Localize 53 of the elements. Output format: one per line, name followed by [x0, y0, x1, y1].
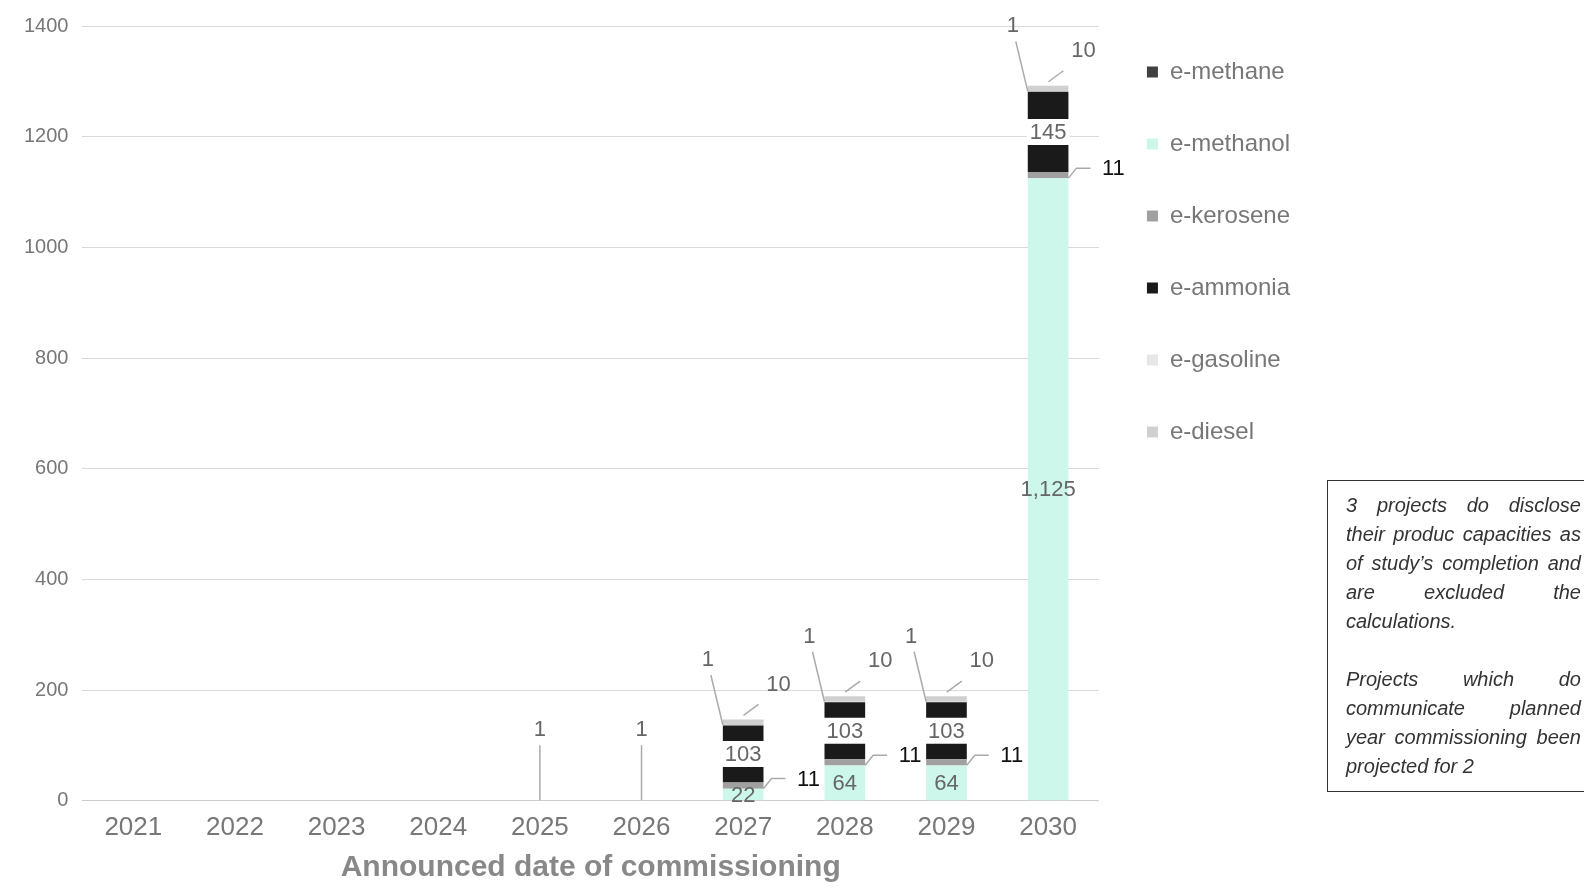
data-label: 11: [898, 742, 922, 768]
x-tick-label: 2029: [917, 810, 976, 841]
data-label: 10: [766, 670, 791, 696]
data-label: 1: [635, 716, 648, 742]
data-label: 103: [724, 741, 762, 767]
bar: [824, 696, 866, 702]
legend-label: e-methanol: [1169, 128, 1291, 156]
legend-label: e-diesel: [1169, 416, 1254, 444]
data-label: 1: [533, 716, 547, 742]
data-label: 145: [1029, 119, 1067, 145]
data-label: 1: [1006, 12, 1019, 38]
y-tick-label: 600: [35, 456, 69, 479]
x-axis-title: Announced date of commissioning: [340, 849, 841, 883]
text: 3 projects do disclose their produc capacities as of study’s completion and are excluded the calculations.: [1346, 493, 1581, 634]
data-label: 103: [826, 717, 864, 743]
x-tick-label: 2025: [510, 810, 569, 841]
legend-label: e-gasoline: [1169, 344, 1281, 372]
data-label: 22: [730, 781, 756, 807]
x-tick-label: 2026: [612, 810, 671, 841]
x-tick-label: 2030: [1019, 810, 1078, 841]
data-label: 103: [928, 717, 965, 743]
data-label: 11: [797, 765, 820, 791]
y-tick-label: 0: [57, 788, 69, 811]
data-label: 1: [701, 646, 714, 672]
legend-label: e-ammonia: [1169, 272, 1291, 300]
y-tick-label: 200: [35, 677, 69, 700]
bar: [722, 719, 764, 725]
x-tick-label: 2024: [409, 810, 468, 841]
y-tick-label: 1400: [23, 13, 69, 36]
data-label: 1,125: [1020, 476, 1076, 502]
data-label: 64: [832, 769, 858, 795]
data-label: 11: [1000, 742, 1024, 768]
data-label: 10: [867, 647, 893, 673]
bar: [1027, 85, 1069, 92]
y-tick-label: 400: [35, 566, 69, 589]
x-tick-label: 2027: [714, 810, 773, 841]
data-label: 11: [1102, 155, 1125, 181]
data-label: 1: [905, 622, 918, 648]
data-label: 1: [803, 622, 816, 648]
legend-label: e-kerosene: [1169, 200, 1291, 228]
legend-label: e-methane: [1169, 56, 1285, 84]
bar: [926, 696, 967, 702]
y-tick-label: 1000: [23, 234, 69, 257]
text: Projects which do communicate planned year commissioning been projected for 2: [1346, 667, 1581, 779]
x-tick-label: 2023: [307, 810, 366, 841]
data-label: 64: [934, 769, 959, 795]
y-tick-label: 800: [35, 345, 69, 368]
data-label: 10: [969, 647, 995, 673]
y-tick-label: 1200: [23, 124, 69, 147]
data-label: 10: [1071, 36, 1096, 62]
x-tick-label: 2028: [815, 810, 874, 841]
x-tick-label: 2022: [206, 810, 264, 841]
x-tick-label: 2021: [104, 810, 163, 841]
